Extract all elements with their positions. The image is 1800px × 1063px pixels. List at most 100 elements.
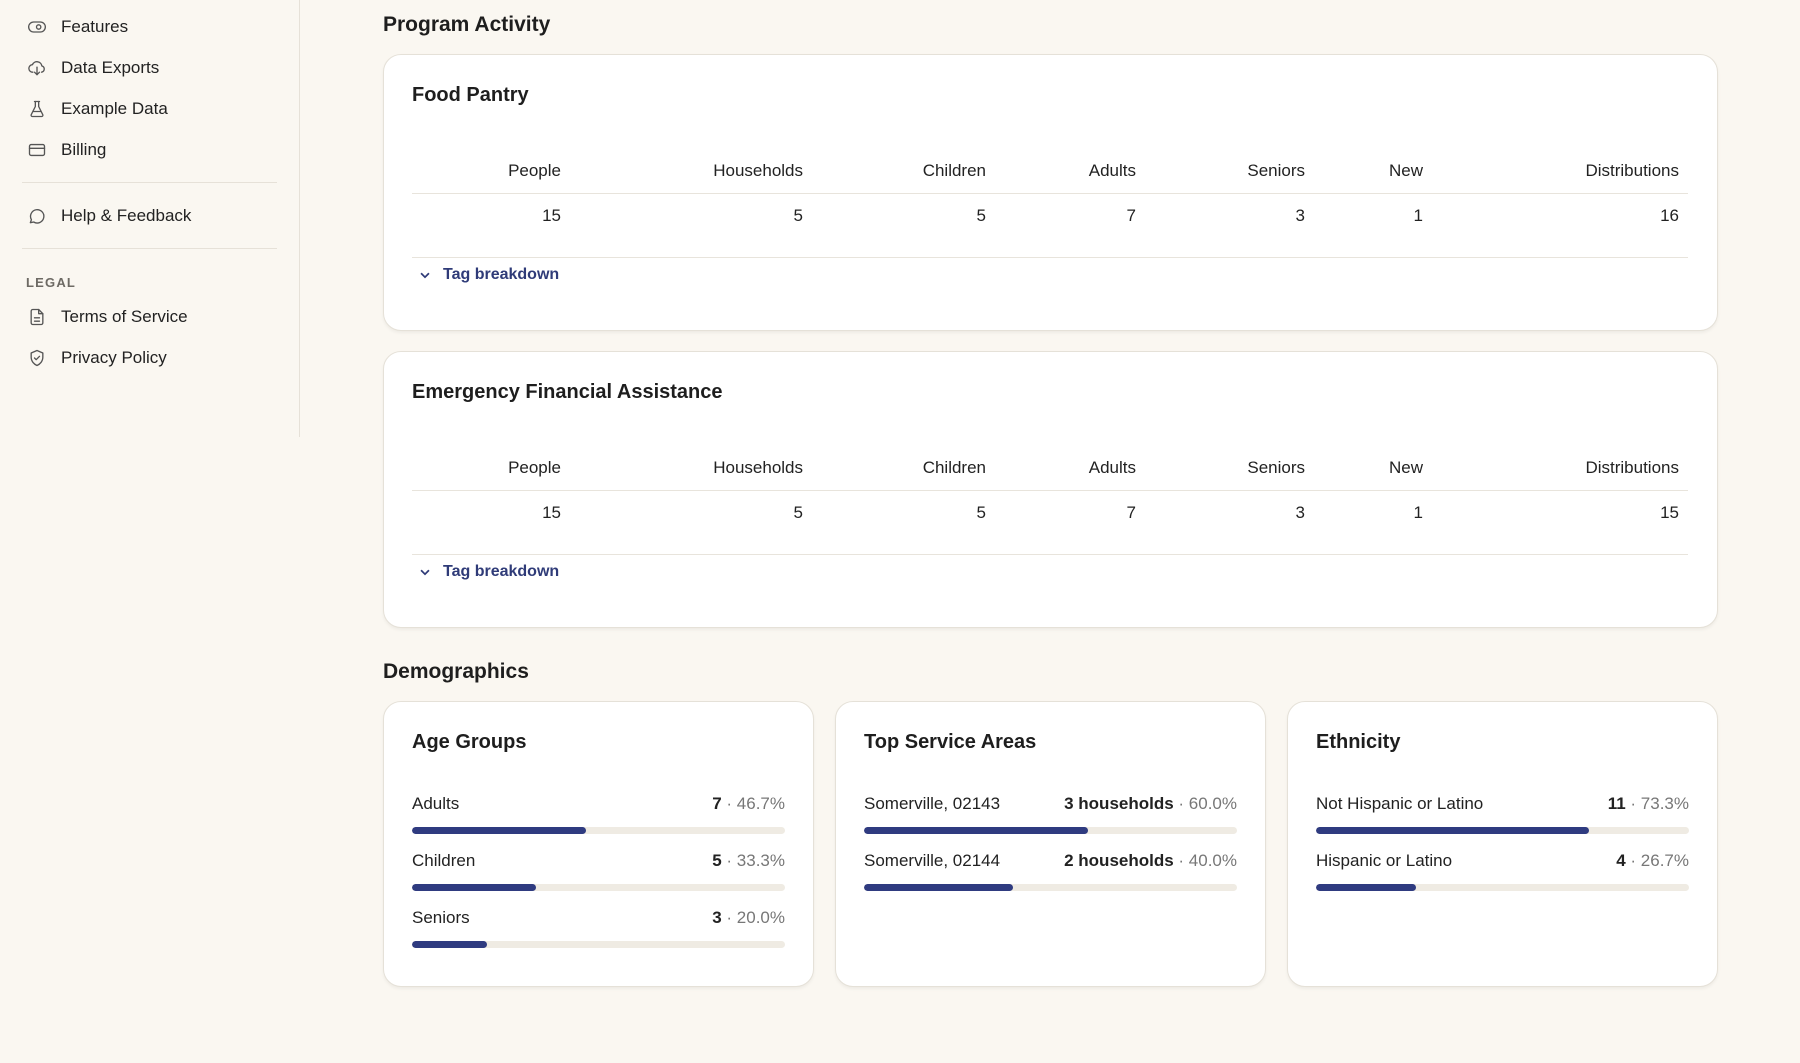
- column-header: Seniors: [1145, 149, 1314, 194]
- bar-header: Seniors 3 · 20.0%: [412, 908, 785, 932]
- progress-fill: [1316, 884, 1416, 891]
- chevron-down-icon: [420, 272, 430, 279]
- chat-bubble-icon: [26, 205, 48, 227]
- bar-value: 5 · 33.3%: [712, 851, 785, 875]
- table-row: 15 5 5 7 3 1 16: [412, 193, 1688, 258]
- table-cell: 15: [412, 193, 570, 258]
- column-header: Households: [570, 446, 812, 491]
- card-title: Age Groups: [412, 731, 527, 753]
- bar-label: Hispanic or Latino: [1316, 851, 1453, 870]
- bar-label: Seniors: [412, 908, 470, 927]
- program-name: Food Pantry: [412, 84, 529, 106]
- bar-percent: 46.7%: [736, 794, 785, 813]
- column-header: New: [1314, 149, 1432, 194]
- bar-count: 3 households: [1064, 794, 1174, 813]
- program-stats-table: People Households Children Adults Senior…: [412, 446, 1688, 555]
- progress-track: [864, 827, 1237, 834]
- card-title: Ethnicity: [1316, 731, 1401, 753]
- bar-value: 7 · 46.7%: [712, 794, 785, 818]
- bar-label: Children: [412, 851, 476, 870]
- sidebar-item-data-exports[interactable]: Data Exports: [22, 47, 277, 88]
- column-header: New: [1314, 446, 1432, 491]
- program-name: Emergency Financial Assistance: [412, 381, 723, 403]
- column-header: Distributions: [1432, 446, 1688, 491]
- column-header: Adults: [995, 446, 1145, 491]
- list-item: Hispanic or Latino 4 · 26.7%: [1316, 851, 1689, 891]
- sidebar-item-label: Privacy Policy: [61, 347, 167, 367]
- chevron-down-icon: [420, 569, 430, 576]
- tag-breakdown-toggle[interactable]: Tag breakdown: [418, 563, 559, 581]
- separator: ·: [1625, 794, 1641, 813]
- bar-label: Somerville, 02144: [864, 851, 1001, 870]
- table-header-row: People Households Children Adults Senior…: [412, 149, 1688, 194]
- separator: ·: [1173, 794, 1189, 813]
- column-header: Children: [812, 446, 995, 491]
- bar-percent: 33.3%: [736, 851, 785, 870]
- table-cell: 15: [412, 490, 570, 555]
- bar-value: 2 households · 40.0%: [1064, 851, 1237, 875]
- progress-track: [412, 941, 785, 948]
- sidebar-item-billing[interactable]: Billing: [22, 129, 277, 170]
- table-cell: 5: [570, 193, 812, 258]
- list-item: Not Hispanic or Latino 11 · 73.3%: [1316, 794, 1689, 834]
- list-item: Somerville, 02143 3 households · 60.0%: [864, 794, 1237, 834]
- sidebar-item-label: Features: [61, 16, 129, 36]
- progress-track: [1316, 827, 1689, 834]
- cloud-download-icon: [26, 57, 48, 79]
- document-icon: [26, 306, 48, 328]
- bar-label: Somerville, 02143: [864, 794, 1001, 813]
- bar-count: 2 households: [1064, 851, 1174, 870]
- table-cell: 3: [1145, 193, 1314, 258]
- separator: ·: [721, 851, 737, 870]
- flask-icon: [26, 98, 48, 120]
- bar-percent: 40.0%: [1188, 851, 1237, 870]
- sidebar-item-help-feedback[interactable]: Help & Feedback: [22, 195, 277, 236]
- table-cell: 15: [1432, 490, 1688, 555]
- progress-fill: [412, 827, 587, 834]
- credit-card-icon: [26, 139, 48, 161]
- column-header: People: [412, 446, 570, 491]
- list-item: Somerville, 02144 2 households · 40.0%: [864, 851, 1237, 891]
- sidebar-item-privacy-policy[interactable]: Privacy Policy: [22, 337, 277, 378]
- column-header: Children: [812, 149, 995, 194]
- sidebar-item-label: Example Data: [61, 98, 168, 118]
- list-item: Seniors 3 · 20.0%: [412, 908, 785, 948]
- program-stats-table: People Households Children Adults Senior…: [412, 149, 1688, 258]
- sidebar-item-label: Help & Feedback: [61, 205, 192, 225]
- program-card-food-pantry: Food Pantry People Households Children A…: [383, 54, 1718, 331]
- progress-fill: [864, 884, 1014, 891]
- bar-header: Children 5 · 33.3%: [412, 851, 785, 875]
- tag-breakdown-label: Tag breakdown: [443, 563, 560, 580]
- bar-label: Adults: [412, 794, 460, 813]
- bar-header: Not Hispanic or Latino 11 · 73.3%: [1316, 794, 1689, 818]
- legal-section-label: LEGAL: [26, 275, 77, 290]
- table-header-row: People Households Children Adults Senior…: [412, 446, 1688, 491]
- sidebar-divider: [22, 248, 277, 249]
- separator: ·: [721, 908, 737, 927]
- separator: ·: [1173, 851, 1189, 870]
- tag-breakdown-label: Tag breakdown: [443, 266, 560, 283]
- bar-percent: 26.7%: [1640, 851, 1689, 870]
- table-cell: 1: [1314, 490, 1432, 555]
- sidebar-item-terms-of-service[interactable]: Terms of Service: [22, 296, 277, 337]
- table-cell: 5: [812, 490, 995, 555]
- table-cell: 7: [995, 490, 1145, 555]
- progress-track: [1316, 884, 1689, 891]
- tag-breakdown-toggle[interactable]: Tag breakdown: [418, 266, 559, 284]
- table-cell: 1: [1314, 193, 1432, 258]
- program-activity-title: Program Activity: [383, 13, 551, 36]
- sidebar-item-example-data[interactable]: Example Data: [22, 88, 277, 129]
- bar-percent: 20.0%: [736, 908, 785, 927]
- bar-header: Adults 7 · 46.7%: [412, 794, 785, 818]
- sidebar-item-label: Data Exports: [61, 57, 160, 77]
- bar-count: 5: [712, 851, 722, 870]
- progress-fill: [1316, 827, 1590, 834]
- separator: ·: [721, 794, 737, 813]
- bar-header: Somerville, 02144 2 households · 40.0%: [864, 851, 1237, 875]
- progress-fill: [412, 941, 487, 948]
- progress-fill: [864, 827, 1088, 834]
- table-cell: 16: [1432, 193, 1688, 258]
- progress-track: [412, 827, 785, 834]
- table-cell: 7: [995, 193, 1145, 258]
- sidebar-item-features[interactable]: Features: [22, 6, 277, 47]
